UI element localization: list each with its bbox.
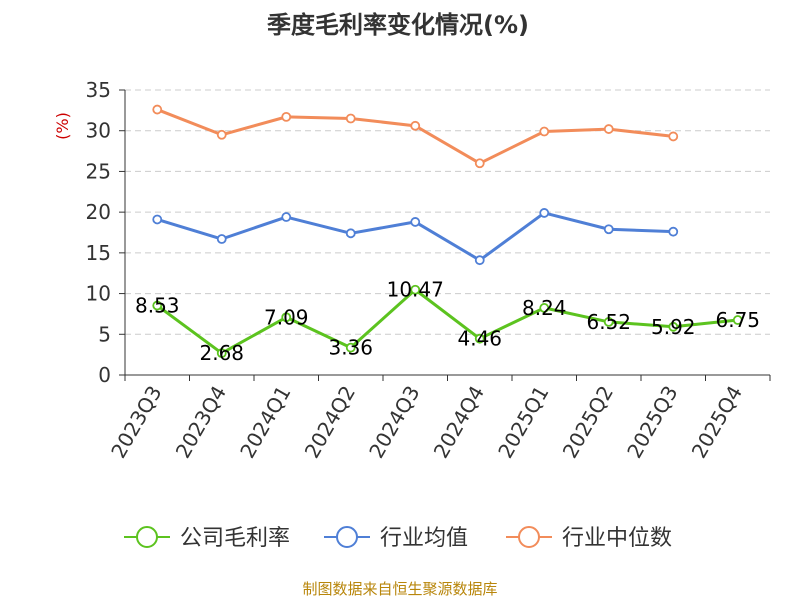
x-tick-label: 2024Q3: [364, 382, 424, 463]
y-tick-label: 10: [86, 282, 111, 306]
legend-swatch-marker: [336, 526, 358, 548]
chart-title: 季度毛利率变化情况(%): [267, 11, 529, 39]
data-point: [539, 208, 550, 218]
y-tick-label: 35: [86, 78, 111, 102]
data-label: 6.75: [715, 308, 760, 332]
data-point: [152, 104, 163, 115]
x-tick-label: 2025Q4: [687, 382, 747, 463]
y-tick-label: 30: [86, 119, 111, 143]
data-point: [152, 214, 163, 225]
data-point: [345, 342, 356, 353]
data-label: 6.52: [586, 310, 631, 334]
y-tick-label: 0: [98, 363, 111, 387]
data-point: [474, 333, 485, 344]
x-tick-label: 2024Q2: [300, 382, 360, 463]
y-tick-label: 25: [86, 159, 111, 183]
data-point: [603, 317, 614, 327]
footer-source: 制图数据来自恒生聚源数据库: [302, 580, 497, 598]
data-point: [410, 284, 421, 295]
legend-label: 行业均值: [380, 526, 468, 551]
legend: 公司毛利率 行业均值 行业中位数: [124, 526, 672, 551]
data-point: [603, 124, 614, 134]
x-tick-label: 2023Q3: [106, 382, 166, 463]
data-point: [216, 348, 227, 359]
y-axis-unit: (%): [53, 112, 72, 140]
x-tick-label: 2024Q4: [429, 382, 489, 463]
x-tick-label: 2025Q3: [622, 382, 682, 463]
series: [152, 104, 743, 359]
legend-label: 行业中位数: [562, 526, 672, 551]
data-point: [474, 255, 485, 266]
legend-label: 公司毛利率: [180, 526, 290, 551]
data-point: [345, 228, 356, 239]
data-point: [732, 315, 743, 325]
data-label: 3.36: [328, 336, 373, 360]
x-tick-label: 2024Q1: [235, 382, 295, 463]
data-label: 8.53: [135, 294, 180, 318]
legend-swatch-marker: [518, 526, 540, 548]
data-point: [474, 158, 485, 169]
data-point: [539, 303, 550, 313]
data-label: 10.47: [387, 278, 444, 302]
data-point: [281, 111, 292, 122]
data-label: 8.24: [522, 296, 567, 320]
data-point: [603, 224, 614, 235]
series-line: [156, 288, 738, 355]
legend-swatch-marker: [136, 526, 158, 548]
series-line: [156, 108, 674, 165]
data-label: 4.46: [457, 327, 502, 351]
data-point: [152, 300, 163, 311]
y-tick-label: 15: [86, 241, 111, 265]
data-labels: 8.53 2.68 7.09 3.36 10.47 4.46 8.24 6.52 5.92 6.7…: [135, 278, 760, 365]
data-point: [668, 321, 679, 332]
data-point: [216, 234, 227, 244]
x-tick-label: 2023Q4: [171, 382, 231, 463]
data-point: [410, 217, 421, 227]
data-label: 7.09: [264, 305, 309, 329]
x-tick-label: 2025Q1: [493, 382, 553, 463]
data-point: [539, 126, 550, 137]
data-point: [281, 212, 292, 222]
gridlines: [125, 89, 770, 335]
y-tick-label: 20: [86, 200, 111, 224]
data-label: 2.68: [199, 341, 244, 365]
data-label: 5.92: [651, 315, 696, 339]
data-point: [668, 131, 679, 142]
data-point: [216, 129, 227, 140]
data-point: [281, 312, 292, 323]
data-point: [410, 120, 421, 131]
y-tick-label: 5: [98, 322, 111, 346]
data-point: [668, 226, 679, 237]
x-tick-label: 2025Q2: [558, 382, 618, 463]
data-point: [345, 113, 356, 124]
